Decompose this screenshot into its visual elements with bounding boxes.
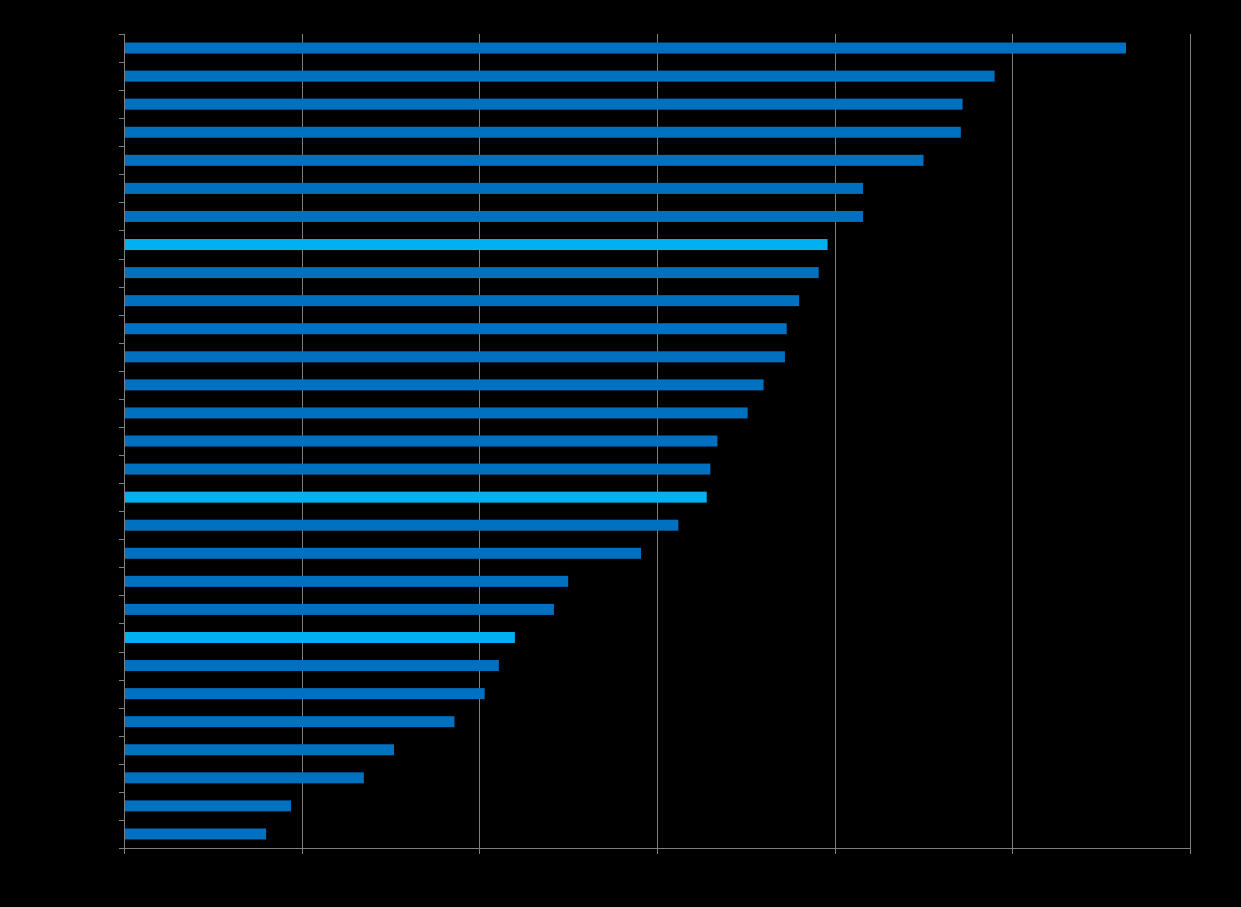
bar	[124, 631, 515, 643]
bar	[124, 547, 642, 559]
axes	[119, 34, 1191, 854]
bar	[124, 182, 864, 194]
bar	[124, 800, 292, 812]
bar	[124, 239, 828, 251]
bar	[124, 267, 819, 279]
bar	[124, 744, 395, 756]
bar	[124, 379, 764, 391]
bar	[124, 154, 924, 166]
bar	[124, 575, 569, 587]
bar	[124, 688, 485, 700]
bar	[124, 491, 707, 503]
bar	[124, 519, 679, 531]
bar	[124, 772, 364, 784]
bar	[124, 716, 455, 728]
bar	[124, 603, 554, 615]
bar	[124, 407, 748, 419]
bar	[124, 323, 787, 335]
bar	[124, 828, 267, 840]
bar	[124, 295, 800, 307]
bar	[124, 351, 785, 363]
bar	[124, 98, 963, 110]
bar	[124, 42, 1127, 54]
bar	[124, 435, 718, 447]
bar	[124, 463, 711, 475]
bar-series	[124, 42, 1127, 840]
bar	[124, 126, 961, 138]
bar	[124, 210, 864, 222]
bar	[124, 660, 499, 672]
bar	[124, 70, 995, 82]
